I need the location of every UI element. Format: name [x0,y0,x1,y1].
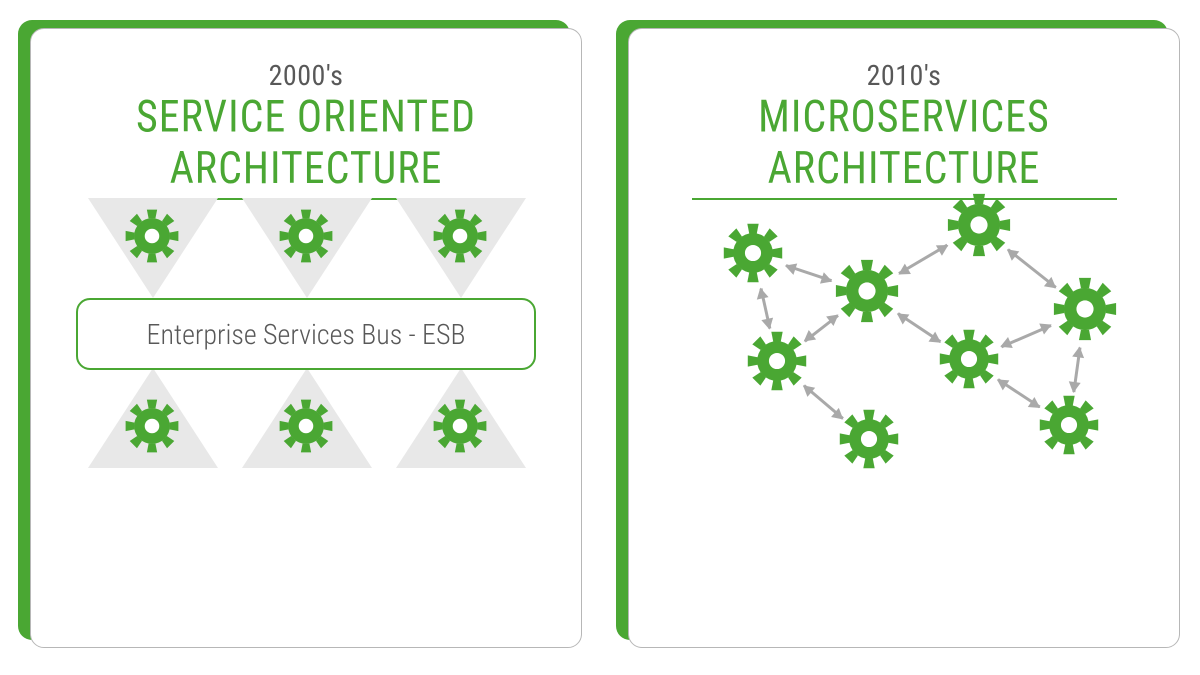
right-era-label: 2010's [629,59,1179,92]
left-title: SERVICE ORIENTED ARCHITECTURE [31,92,581,195]
right-title: MICROSERVICES ARCHITECTURE [629,92,1179,195]
gear-icon [946,192,1012,258]
gear-icon [278,208,334,264]
gear-icon [1052,276,1118,342]
gear-icon [834,258,900,324]
gear-icon [124,208,180,264]
gear-icon [722,222,784,284]
gear-icon [1038,394,1100,456]
gear-icon [938,328,1000,390]
gear-icon [432,208,488,264]
esb-box: Enterprise Services Bus - ESB [76,298,536,370]
right-title-underline [692,198,1117,200]
esb-label: Enterprise Services Bus - ESB [147,318,466,351]
diagram-canvas: 2000's SERVICE ORIENTED ARCHITECTURE 201… [0,0,1200,675]
gear-icon [746,330,808,392]
gear-icon [124,398,180,454]
gear-icon [278,398,334,454]
gear-icon [432,398,488,454]
gear-icon [838,408,900,470]
left-era-label: 2000's [31,59,581,92]
